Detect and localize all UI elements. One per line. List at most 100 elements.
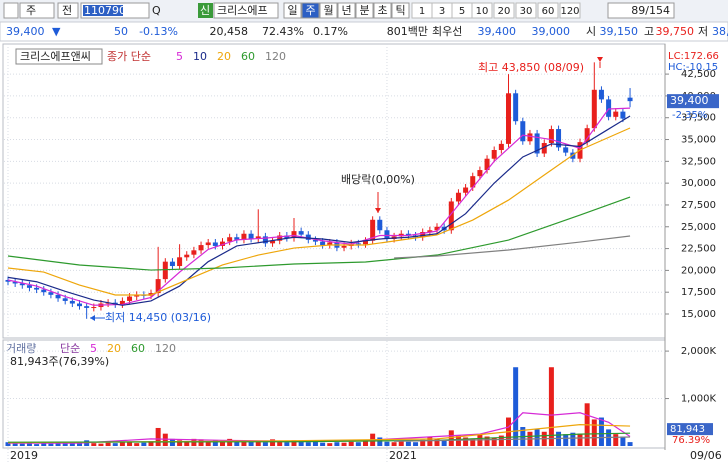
candle-body <box>241 233 247 240</box>
market-select[interactable] <box>19 2 55 19</box>
period-button[interactable] <box>337 2 356 19</box>
best-label: 최우선 <box>432 25 462 38</box>
volume-bar <box>198 439 204 446</box>
ma-line <box>7 127 631 296</box>
period[interactable]: 틱 <box>395 4 405 17</box>
ma-line <box>7 196 631 271</box>
volume-bar <box>334 442 340 446</box>
volume-bar <box>448 430 454 446</box>
volume-info: 81,943주(76,39%) <box>10 355 109 368</box>
volume-bar <box>12 443 18 446</box>
candle-body <box>520 121 526 142</box>
volume-bar <box>620 436 626 446</box>
search[interactable]: Q <box>152 4 161 17</box>
badge-bg <box>198 3 213 18</box>
period-button[interactable] <box>373 2 392 19</box>
high: 39,750 <box>656 25 695 38</box>
volume-bar <box>62 443 68 446</box>
volume-bar <box>205 442 211 446</box>
candle-body <box>491 149 497 159</box>
interval[interactable]: 5 <box>459 6 465 17</box>
period-button[interactable] <box>355 2 374 19</box>
legend-entry: 20 <box>107 342 121 355</box>
period-button[interactable] <box>283 2 302 19</box>
legend-entry: 5 <box>90 342 97 355</box>
arrow-head <box>90 315 95 321</box>
volume-bar <box>413 442 419 446</box>
interval-button[interactable] <box>493 2 515 19</box>
volume-bar <box>162 433 168 446</box>
interval-button[interactable] <box>515 2 537 19</box>
y-tick-label: 27,500 <box>681 200 716 211</box>
volume-bar <box>305 442 311 446</box>
mode-button[interactable] <box>57 2 79 19</box>
volume: 20,458 <box>210 25 249 38</box>
period-button[interactable] <box>301 2 320 19</box>
code[interactable]: 110790 <box>84 4 126 17</box>
interval[interactable]: 120 <box>560 6 579 17</box>
candle-body <box>48 292 54 295</box>
interval-button[interactable] <box>559 2 581 19</box>
period[interactable]: 년 <box>341 4 351 17</box>
ma-line <box>7 115 631 306</box>
title-box <box>15 48 103 65</box>
period[interactable]: 초 <box>377 4 387 17</box>
y-tick-label: 37,500 <box>681 113 716 124</box>
market[interactable]: 주 <box>26 4 36 17</box>
interval[interactable]: 20 <box>498 6 511 17</box>
volume-ratio: 72.43% <box>262 25 304 38</box>
mode[interactable]: 전 <box>62 4 72 17</box>
candle-body <box>384 230 390 239</box>
legend-entry: 5 <box>176 50 183 63</box>
ma-line <box>7 107 631 306</box>
volume-bar <box>255 441 261 446</box>
y-tick-label: 1,000K <box>681 394 717 405</box>
open-label: 시 <box>586 25 596 38</box>
volume-bar <box>298 441 304 446</box>
candle-body <box>270 240 276 244</box>
page-counter: 89/154 <box>631 4 670 17</box>
interval[interactable]: 60 <box>542 6 555 17</box>
candle-body <box>305 234 311 240</box>
candle-body <box>355 243 361 245</box>
page-box <box>607 2 675 19</box>
arrow-head <box>375 208 381 213</box>
volume-bar <box>627 442 633 446</box>
price-panel <box>2 43 666 339</box>
candle-body <box>370 219 376 241</box>
ma-line <box>394 235 631 259</box>
volume-bar <box>327 443 333 446</box>
interval[interactable]: 10 <box>476 6 489 17</box>
toolbar-icon[interactable] <box>3 2 19 19</box>
candle-body <box>363 240 368 245</box>
candle-body <box>405 233 411 236</box>
candle-body <box>620 111 626 119</box>
volume-title: 거래량 <box>6 342 36 355</box>
price-title: 크리스에프앤씨 <box>20 50 91 63</box>
interval[interactable]: 1 <box>419 6 425 17</box>
period[interactable]: 일 <box>287 3 297 17</box>
candle-body <box>62 298 68 301</box>
period[interactable]: 월 <box>323 4 333 17</box>
y-tick-label: 15,000 <box>681 309 716 320</box>
candle-body <box>26 285 32 288</box>
volume-bar <box>262 442 268 446</box>
interval-button[interactable] <box>537 2 559 19</box>
interval-button[interactable] <box>471 2 493 19</box>
interval[interactable]: 30 <box>520 6 533 17</box>
volume-legend-label: 단순 <box>60 342 80 355</box>
y-tick-label: 42,500 <box>681 69 716 80</box>
candle-body <box>84 306 90 308</box>
candle-body <box>119 300 125 305</box>
period[interactable]: 분 <box>359 4 369 17</box>
volume-bar <box>498 435 504 446</box>
x-tick-label: 2019 <box>10 449 38 462</box>
period[interactable]: 주 <box>305 4 315 17</box>
candle-body <box>420 232 426 238</box>
period-button[interactable] <box>391 2 410 19</box>
period-button[interactable] <box>319 2 338 19</box>
candle-body <box>77 303 82 307</box>
interval[interactable]: 3 <box>439 6 445 17</box>
best-ask: 39,400 <box>478 25 517 38</box>
candle-body <box>498 143 504 150</box>
